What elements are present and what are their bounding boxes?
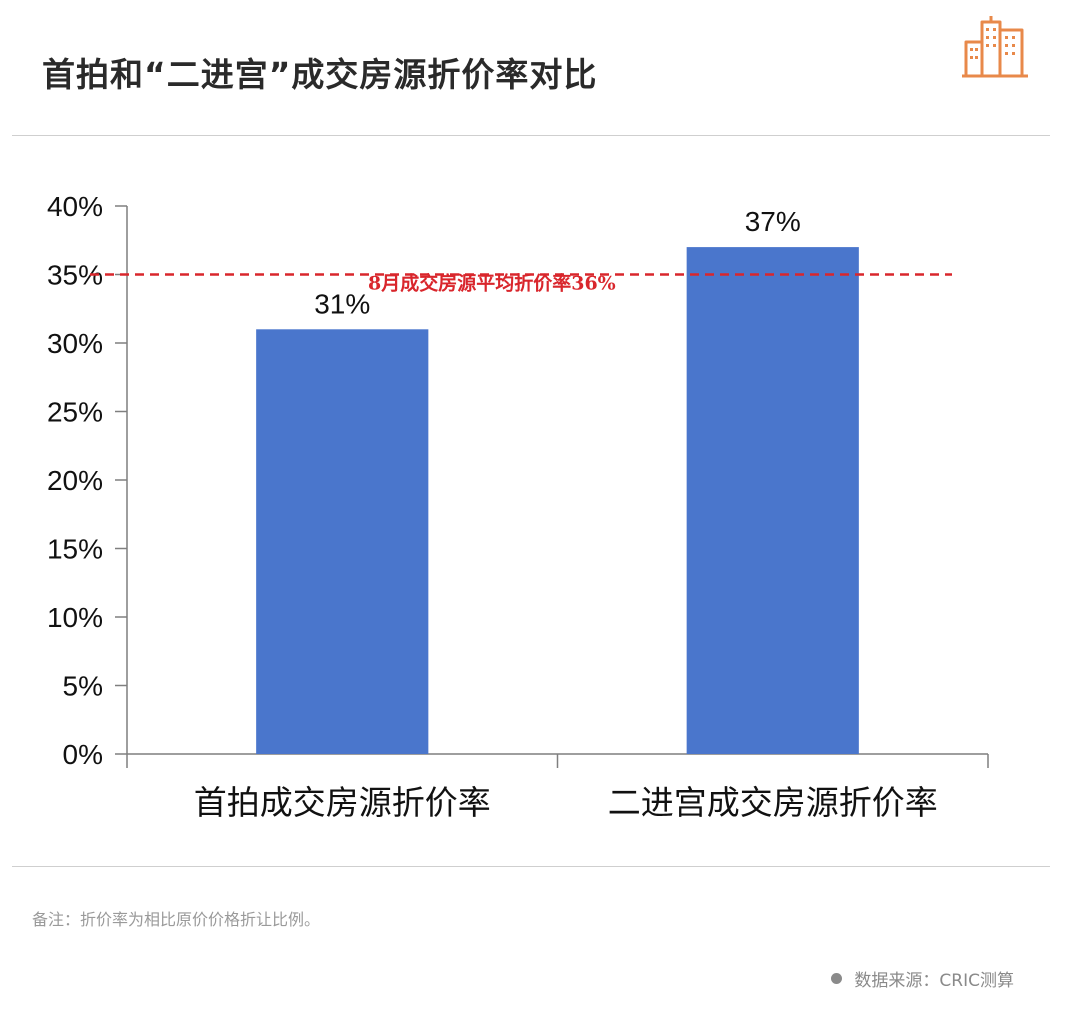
y-tick-label: 40% — [47, 191, 103, 222]
city-buildings-icon — [962, 16, 1028, 78]
bar-chart: 0%5%10%15%20%25%30%35%40%31%首拍成交房源折价率37%… — [47, 191, 989, 822]
data-source: 数据来源：CRIC测算 — [831, 966, 1014, 991]
footer-divider — [12, 866, 1050, 867]
header-divider — [12, 135, 1050, 136]
y-tick-label: 10% — [47, 602, 103, 633]
y-tick-label: 25% — [47, 397, 103, 428]
y-tick-label: 0% — [63, 739, 103, 770]
y-tick-label: 30% — [47, 328, 103, 359]
y-tick-label: 5% — [63, 671, 103, 702]
reference-line-label: 8月成交房源平均折价率36% — [368, 272, 616, 295]
category-label-1: 首拍成交房源折价率 — [194, 783, 491, 822]
data-label-1: 31% — [314, 288, 370, 319]
bar-1 — [256, 329, 429, 754]
data-source-text: 数据来源：CRIC测算 — [854, 971, 1014, 991]
category-label-2: 二进宫成交房源折价率 — [608, 783, 938, 822]
bar-2 — [686, 247, 859, 754]
y-tick-label: 20% — [47, 465, 103, 496]
bullet-dot-icon — [831, 973, 843, 984]
footnote: 备注：折价率为相比原价价格折让比例。 — [32, 910, 321, 929]
y-tick-label: 15% — [47, 534, 103, 565]
data-label-2: 37% — [745, 206, 801, 237]
page-title: 首拍和“二进宫”成交房源折价率对比 — [42, 55, 598, 94]
